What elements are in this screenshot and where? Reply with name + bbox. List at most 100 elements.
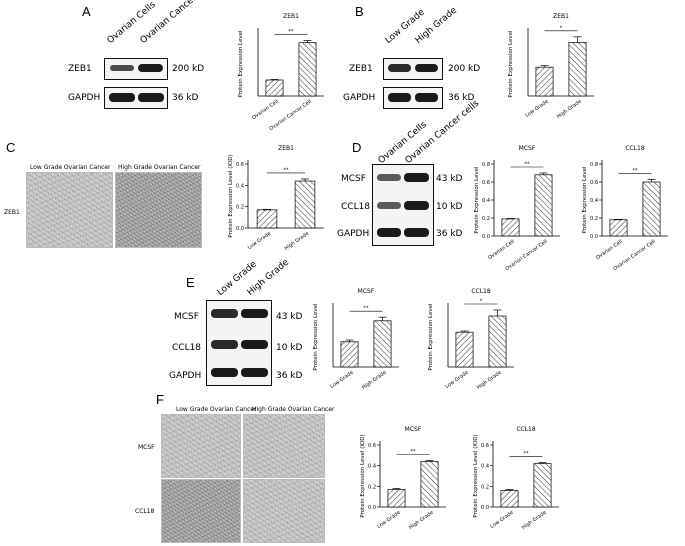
bar (455, 331, 474, 368)
blot-band (241, 340, 268, 349)
x-tick-label: Low Grade (524, 99, 549, 119)
bar-chart: MCSF Protein Expression Level Low Grade Hig… (313, 288, 399, 391)
y-tick-label: 0.6 (236, 162, 244, 168)
significance-marker: ** (364, 306, 370, 312)
panel-label-e: E (186, 275, 195, 290)
bar (535, 66, 554, 97)
blot-row-label: GAPDH (343, 93, 376, 103)
panel-label-d: D (352, 140, 362, 155)
y-axis-label: Protein Expression Level (428, 303, 434, 371)
y-tick-label: 0.4 (368, 464, 376, 470)
x-tick-label: Ovarian Cell (487, 239, 515, 261)
blot-row-label: GAPDH (169, 371, 202, 381)
y-tick-label: 0.0 (481, 505, 489, 511)
western-blot-strip (372, 164, 434, 246)
chart-title: CCL18 (516, 426, 536, 433)
blot-band (388, 93, 411, 102)
y-tick-label: 0.0 (482, 234, 490, 240)
ihc-column-label: Low Grade Ovarian Cancer (176, 406, 257, 413)
ihc-tissue-image (115, 172, 202, 248)
molecular-weight: 43 kD (436, 174, 463, 184)
ihc-row-label: CCL18 (135, 508, 155, 515)
ihc-row-label: ZEB1 (4, 209, 20, 216)
bar (373, 320, 392, 368)
chart-title: ZEB1 (278, 145, 294, 152)
y-tick-label: 0.0 (590, 234, 598, 240)
y-axis-label: Protein Expression Level (582, 166, 588, 234)
molecular-weight: 200 kD (448, 64, 481, 74)
blot-band (211, 309, 238, 318)
bar (340, 341, 359, 368)
bar (534, 174, 553, 237)
y-tick-label: 0.2 (481, 484, 489, 490)
molecular-weight: 36 kD (172, 93, 199, 103)
bar (420, 461, 439, 508)
ihc-column-label: Low Grade Ovarian Cancer (30, 164, 111, 171)
y-tick-label: 0.0 (368, 505, 376, 511)
blot-row-label: MCSF (341, 174, 366, 184)
blot-band (138, 93, 164, 102)
x-tick-label: Ovarian Cell (251, 99, 279, 121)
y-tick-label: 0.2 (482, 216, 490, 222)
blot-row-label: CCL18 (341, 202, 371, 212)
molecular-weight: 36 kD (276, 371, 303, 381)
molecular-weight: 10 kD (276, 343, 303, 353)
y-tick-label: 0.2 (236, 205, 244, 211)
blot-band (211, 340, 238, 349)
x-tick-label: High Grade (408, 510, 435, 531)
chart-title: CCL18 (471, 288, 491, 295)
chart-title: ZEB1 (553, 13, 569, 20)
western-blot-strip (104, 58, 168, 80)
chart-title: MCSF (405, 426, 422, 433)
blot-row-label: ZEB1 (349, 64, 373, 74)
y-axis-label: Protein Expression Level (IOD) (360, 434, 366, 517)
blot-band (211, 368, 238, 377)
x-tick-label: Low Grade (247, 231, 272, 251)
ihc-column-label: High Grade Ovarian Cancer (252, 406, 335, 413)
bar (294, 180, 316, 229)
y-axis-label: Protein Expression Level (IOD) (228, 154, 234, 237)
molecular-weight: 43 kD (276, 312, 303, 322)
significance-marker: * (560, 25, 563, 31)
chart-title: MCSF (358, 288, 375, 295)
y-tick-label: 0.8 (482, 162, 490, 168)
x-tick-label: Low Grade (376, 510, 401, 530)
significance-marker: ** (284, 167, 290, 173)
significance-marker: * (480, 299, 483, 305)
y-tick-label: 0.2 (590, 216, 598, 222)
bar (387, 489, 406, 508)
x-tick-label: Low Grade (444, 370, 469, 390)
western-blot-strip (383, 58, 443, 80)
x-tick-label: Low Grade (329, 370, 354, 390)
bar (256, 209, 278, 229)
blot-band (415, 64, 438, 72)
x-tick-label: High Grade (476, 370, 503, 391)
y-tick-label: 0.4 (482, 198, 490, 204)
y-tick-label: 0.6 (590, 180, 598, 186)
bar (298, 42, 317, 97)
chart-title: MCSF (519, 145, 536, 152)
y-tick-label: 0.4 (590, 198, 598, 204)
ihc-tissue-image (26, 172, 113, 248)
y-tick-label: 0.6 (482, 180, 490, 186)
blot-row-label: ZEB1 (68, 64, 92, 74)
x-tick-label: High Grade (556, 99, 583, 120)
blot-row-label: CCL18 (172, 343, 202, 353)
y-tick-label: 0.6 (481, 443, 489, 449)
bar (265, 79, 284, 97)
blot-band (404, 201, 429, 210)
molecular-weight: 200 kD (172, 64, 205, 74)
bar (501, 218, 520, 237)
significance-marker: ** (289, 29, 295, 35)
bar-chart: ZEB1 Protein Expression Level Ovarian Cell… (238, 13, 324, 132)
bar-chart: CCL18 Protein Expression Level (IOD) 0.0 0.… (473, 426, 559, 531)
significance-marker: ** (525, 162, 531, 168)
blot-band (404, 228, 429, 237)
bar-chart: CCL18 Protein Expression Level Low Grade Hi… (428, 288, 514, 391)
bar (488, 315, 507, 368)
significance-marker: ** (524, 451, 530, 457)
bar (609, 219, 628, 237)
blot-band (388, 64, 411, 72)
ihc-column-label: High Grade Ovarian Cancer (118, 164, 201, 171)
